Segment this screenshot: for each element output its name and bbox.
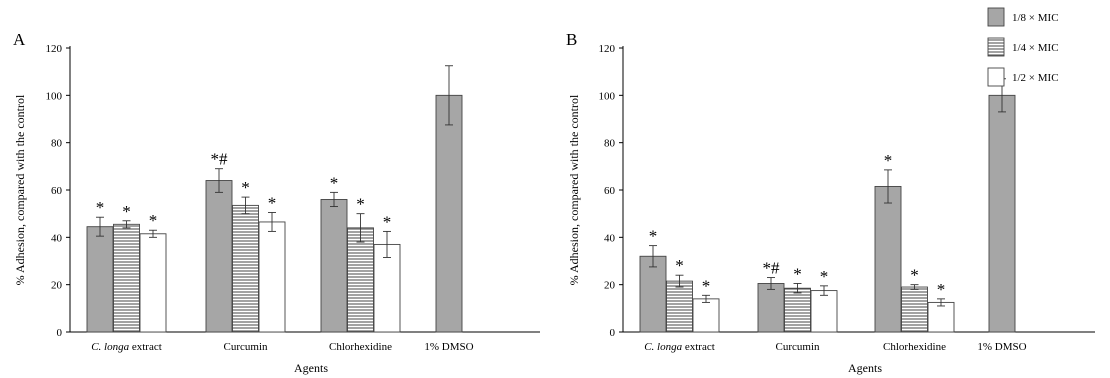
panel-label: B (566, 30, 577, 49)
significance-mark: * (702, 276, 711, 295)
chart-panel-a: A 0 20 40 60 80 100 120 % Adhesion, compared wit… (13, 30, 540, 375)
legend: 1/8 × MIC 1/4 × MIC 1/2 × MIC (987, 7, 1059, 87)
x-tick-label: Chlorhexidine (329, 341, 392, 353)
y-tick-label: 120 (46, 43, 63, 55)
legend-label: 1/2 × MIC (1012, 72, 1059, 84)
y-tick-label: 20 (604, 280, 616, 292)
significance-mark: * (383, 212, 392, 231)
legend-swatch (987, 67, 1005, 87)
significance-mark: * (937, 280, 946, 299)
significance-mark: *# (763, 259, 781, 278)
significance-mark: * (884, 151, 893, 170)
significance-mark: * (356, 195, 365, 214)
bar (258, 221, 286, 333)
y-tick-label: 0 (57, 327, 63, 339)
y-tick-label: 100 (599, 90, 616, 102)
significance-mark: * (122, 202, 131, 221)
legend-label: 1/8 × MIC (1012, 12, 1059, 24)
bar (139, 233, 167, 333)
y-tick-label: 60 (604, 185, 616, 197)
significance-mark: * (675, 256, 684, 275)
x-tick-label: 1% DMSO (977, 341, 1026, 353)
significance-mark: *# (211, 150, 229, 169)
x-tick-label: Curcumin (776, 341, 820, 353)
bar (692, 298, 720, 333)
panel-label: A (13, 30, 26, 49)
bar (874, 185, 902, 333)
x-tick-label: C. longa extract (644, 341, 715, 353)
chart-panel-b: B 0 20 40 60 80 100 120 % Adhesion, compared wit… (566, 30, 1095, 375)
bar (901, 286, 928, 333)
significance-mark: * (649, 227, 658, 246)
bar (320, 199, 348, 333)
y-tick-label: 120 (599, 43, 616, 55)
bar (373, 243, 401, 333)
significance-mark: * (910, 266, 919, 285)
bar (784, 287, 811, 333)
significance-mark: * (793, 264, 802, 283)
x-tick-label: Chlorhexidine (883, 341, 946, 353)
bar (927, 301, 955, 333)
y-axis-title: % Adhesion, compared with the control (567, 94, 581, 285)
y-tick-label: 40 (51, 232, 63, 244)
x-tick-label: C. longa extract (91, 341, 162, 353)
bar (757, 283, 785, 333)
significance-mark: * (268, 193, 277, 212)
bar (113, 223, 140, 333)
significance-mark: * (820, 267, 829, 286)
bar (666, 280, 693, 333)
y-axis-title: % Adhesion, compared with the control (13, 94, 27, 285)
y-tick-label: 80 (51, 138, 63, 150)
bar (988, 94, 1016, 333)
x-tick-label: 1% DMSO (424, 341, 473, 353)
x-tick-label: Curcumin (224, 341, 268, 353)
bar (205, 180, 233, 333)
significance-mark: * (96, 198, 105, 217)
y-tick-label: 40 (604, 232, 616, 244)
bar (435, 94, 463, 333)
significance-mark: * (149, 211, 158, 230)
y-tick-label: 0 (610, 327, 616, 339)
y-tick-label: 80 (604, 138, 616, 150)
legend-swatch (987, 37, 1005, 57)
bar (639, 255, 667, 333)
y-tick-label: 100 (46, 90, 63, 102)
legend-swatch (987, 7, 1005, 27)
y-tick-label: 60 (51, 185, 63, 197)
bar (810, 290, 838, 333)
bar (232, 204, 259, 333)
bar (86, 226, 114, 333)
significance-mark: * (241, 178, 250, 197)
legend-label: 1/4 × MIC (1012, 42, 1059, 54)
x-axis-title: Agents (294, 361, 328, 375)
x-axis-title: Agents (848, 361, 882, 375)
significance-mark: * (330, 173, 339, 192)
y-tick-label: 20 (51, 280, 63, 292)
bar (347, 227, 374, 333)
